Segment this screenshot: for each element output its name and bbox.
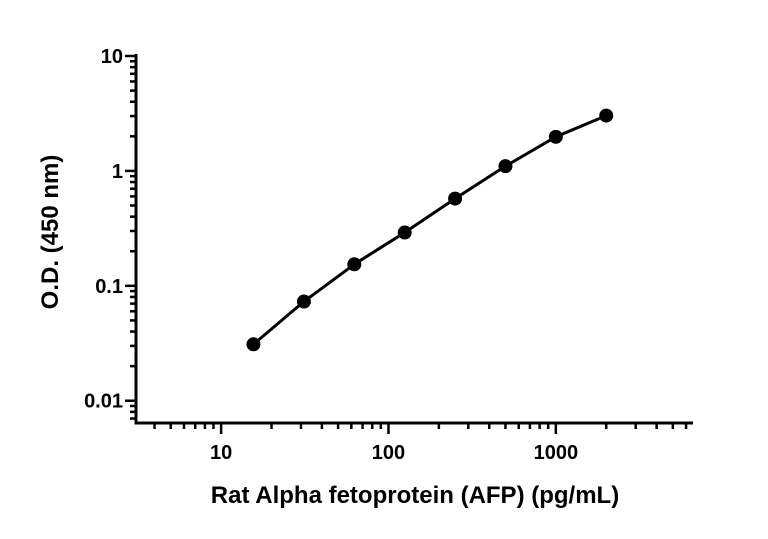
data-point [599,108,614,123]
data-point [498,159,513,174]
y-tick-label: 10 [101,46,123,68]
series [246,108,614,352]
y-tick-label: 0.1 [95,276,123,298]
data-point [296,294,311,309]
data-point [548,129,563,144]
y-tick-label: 1 [112,161,123,183]
x-tick-label: 10 [210,442,232,464]
x-axis-label: Rat Alpha fetoprotein (AFP) (pg/mL) [211,482,619,509]
y-axis-label: O.D. (450 nm) [37,155,64,310]
data-point [397,225,412,240]
data-point [246,337,261,352]
data-point [448,191,463,206]
data-point [347,257,362,272]
fit-curve [252,114,607,346]
x-tick-label: 1000 [534,442,579,464]
ticks: 10 100 1000 0.01 0.1 1 10 [84,46,688,464]
x-tick-label: 100 [372,442,405,464]
y-tick-label: 0.01 [84,391,123,413]
